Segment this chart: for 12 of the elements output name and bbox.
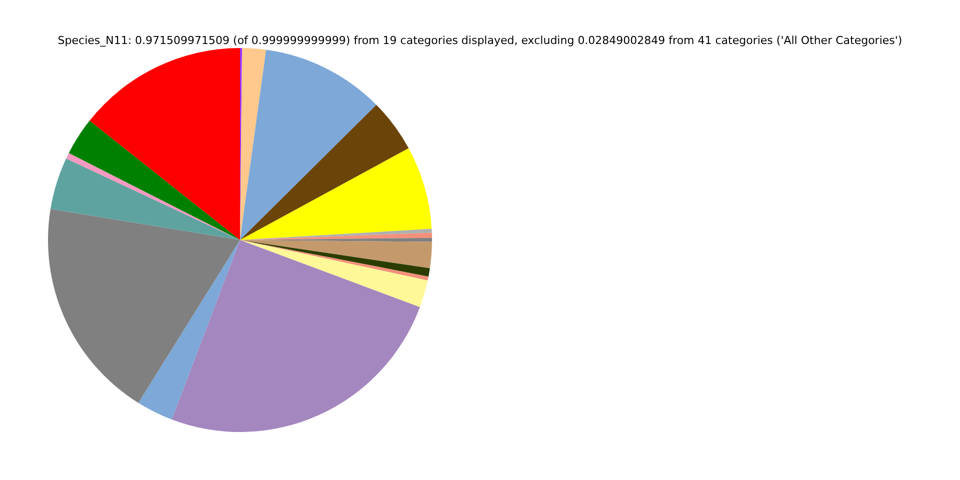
pie-slice — [240, 50, 376, 240]
pie-slice — [240, 240, 428, 308]
pie-slice — [48, 209, 240, 403]
pie-slice — [172, 240, 420, 432]
pie-slice — [240, 104, 409, 240]
text: Species_N11: 0.971509971509 (of 0.999999999999) from 19 categories displayed, excluding 0.02849002849 from 41 categories ('All Other Categories') — [58, 34, 902, 47]
pie-slice — [68, 120, 240, 240]
pie-slice — [240, 148, 432, 240]
pie-slice — [240, 48, 266, 240]
pie-slice — [90, 48, 240, 240]
pie-slice — [240, 240, 432, 268]
pie-slice — [138, 240, 240, 420]
